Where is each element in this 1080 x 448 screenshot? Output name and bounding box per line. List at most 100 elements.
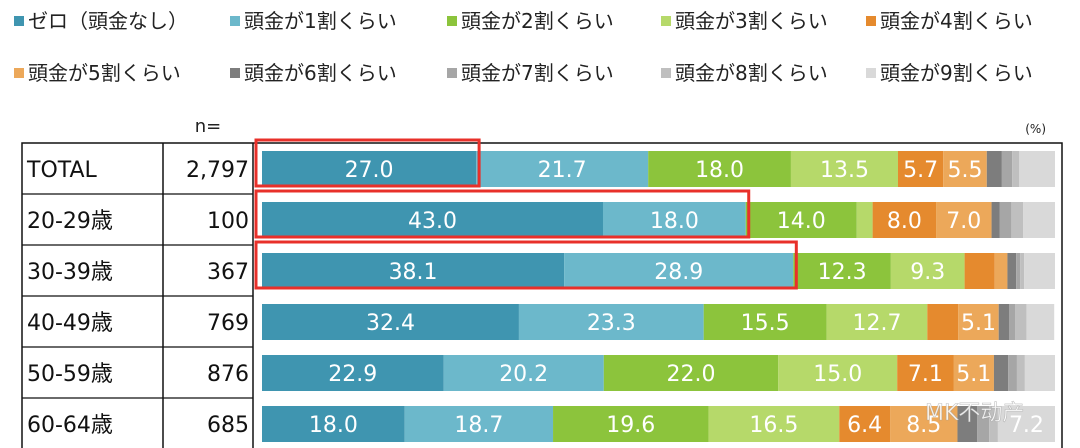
bar-segment bbox=[262, 202, 603, 238]
bar-segment bbox=[703, 304, 827, 340]
category-label: 20-29歳 bbox=[27, 209, 113, 234]
legend-swatch bbox=[866, 16, 876, 26]
n-value: 2,797 bbox=[186, 158, 249, 183]
highlight-box bbox=[254, 240, 798, 290]
data-label: 5.7 bbox=[903, 158, 938, 183]
legend-swatch bbox=[866, 68, 876, 78]
bar-segment bbox=[708, 406, 840, 442]
n-value: 100 bbox=[207, 209, 249, 234]
highlight-box bbox=[254, 189, 751, 239]
bar-segment bbox=[553, 406, 709, 442]
bar-segment bbox=[790, 151, 898, 187]
data-label: 23.3 bbox=[587, 311, 636, 336]
category-label: 50-59歳 bbox=[27, 362, 113, 387]
bar-segment bbox=[953, 355, 994, 391]
bar-segment bbox=[648, 151, 791, 187]
data-label: 15.5 bbox=[741, 311, 790, 336]
legend-label: 頭金が7割くらい bbox=[461, 61, 614, 85]
bar-segment bbox=[1008, 355, 1017, 391]
bar-segment bbox=[262, 406, 405, 442]
legend-label: 頭金が1割くらい bbox=[244, 9, 397, 33]
bar-segment bbox=[991, 202, 1000, 238]
bar-segment bbox=[964, 253, 995, 289]
n-value: 685 bbox=[207, 413, 249, 438]
data-label: 7.1 bbox=[908, 362, 943, 387]
n-value: 367 bbox=[207, 260, 249, 285]
bar-segment bbox=[1024, 253, 1055, 289]
data-label: 43.0 bbox=[408, 209, 457, 234]
data-label: 8.5 bbox=[906, 413, 941, 438]
bar-segment bbox=[602, 202, 746, 238]
bar-segment bbox=[745, 202, 857, 238]
highlight-box bbox=[254, 138, 481, 188]
bar-segment bbox=[856, 202, 873, 238]
n-header: n= bbox=[195, 116, 222, 137]
data-label: 12.3 bbox=[818, 260, 867, 285]
bar-segment bbox=[778, 355, 898, 391]
n-value: 769 bbox=[207, 311, 249, 336]
data-label: 18.0 bbox=[650, 209, 699, 234]
bar-segment bbox=[927, 304, 959, 340]
bar-segment bbox=[998, 304, 1010, 340]
legend-swatch bbox=[661, 68, 671, 78]
bar-segment bbox=[943, 151, 987, 187]
unit-label: (%) bbox=[1025, 122, 1046, 136]
bar-segment bbox=[994, 253, 1008, 289]
legend-swatch bbox=[447, 68, 457, 78]
bar-segment bbox=[1009, 304, 1016, 340]
bar-segment bbox=[262, 304, 519, 340]
bar-segment bbox=[977, 406, 990, 442]
data-label: 8.0 bbox=[887, 209, 922, 234]
legend-label: 頭金が6割くらい bbox=[244, 61, 397, 85]
bar-segment bbox=[1024, 355, 1055, 391]
bar-segment bbox=[1015, 304, 1027, 340]
bar-segment bbox=[1023, 202, 1055, 238]
bar-segment bbox=[1019, 151, 1055, 187]
legend-swatch bbox=[661, 16, 671, 26]
bar-segment bbox=[957, 406, 978, 442]
bar-segment bbox=[1007, 253, 1017, 289]
bar-segment bbox=[518, 304, 704, 340]
legend-swatch bbox=[230, 68, 240, 78]
legend-swatch bbox=[14, 68, 24, 78]
data-label: 6.4 bbox=[847, 413, 882, 438]
bar-segment bbox=[890, 406, 958, 442]
bar-segment bbox=[1016, 253, 1021, 289]
legend-label: 頭金が8割くらい bbox=[675, 61, 828, 85]
data-label: 18.0 bbox=[695, 158, 744, 183]
bar-segment bbox=[999, 202, 1012, 238]
bar-segment bbox=[958, 304, 999, 340]
legend-label: 頭金が3割くらい bbox=[675, 9, 828, 33]
data-label: 7.0 bbox=[946, 209, 981, 234]
data-label: 20.2 bbox=[499, 362, 548, 387]
data-label: 5.1 bbox=[956, 362, 991, 387]
legend-label: 頭金が4割くらい bbox=[880, 9, 1033, 33]
bar-segment bbox=[564, 253, 794, 289]
category-label: 60-64歳 bbox=[27, 413, 113, 438]
data-label: 14.0 bbox=[777, 209, 826, 234]
legend-swatch bbox=[14, 16, 24, 26]
bar-segment bbox=[839, 406, 891, 442]
data-label: 27.0 bbox=[345, 158, 394, 183]
legend-label: 頭金が9割くらい bbox=[880, 61, 1033, 85]
n-value: 876 bbox=[207, 362, 249, 387]
bar-segment bbox=[1011, 202, 1024, 238]
data-label: 32.4 bbox=[366, 311, 415, 336]
bar-segment bbox=[476, 151, 649, 187]
bar-segment bbox=[997, 406, 1055, 442]
data-label: 18.0 bbox=[309, 413, 358, 438]
bar-segment bbox=[1016, 355, 1025, 391]
bar-segment bbox=[989, 406, 998, 442]
category-label: TOTAL bbox=[26, 158, 98, 183]
data-label: 22.0 bbox=[667, 362, 716, 387]
legend-swatch bbox=[447, 16, 457, 26]
data-label: 21.7 bbox=[538, 158, 587, 183]
data-label: 7.2 bbox=[1009, 413, 1044, 438]
bar-segment bbox=[404, 406, 554, 442]
bar-segment bbox=[603, 355, 779, 391]
bar-segment bbox=[1001, 151, 1013, 187]
bar-segment bbox=[872, 202, 937, 238]
bar-segment bbox=[897, 355, 954, 391]
bar-segment bbox=[1020, 253, 1025, 289]
